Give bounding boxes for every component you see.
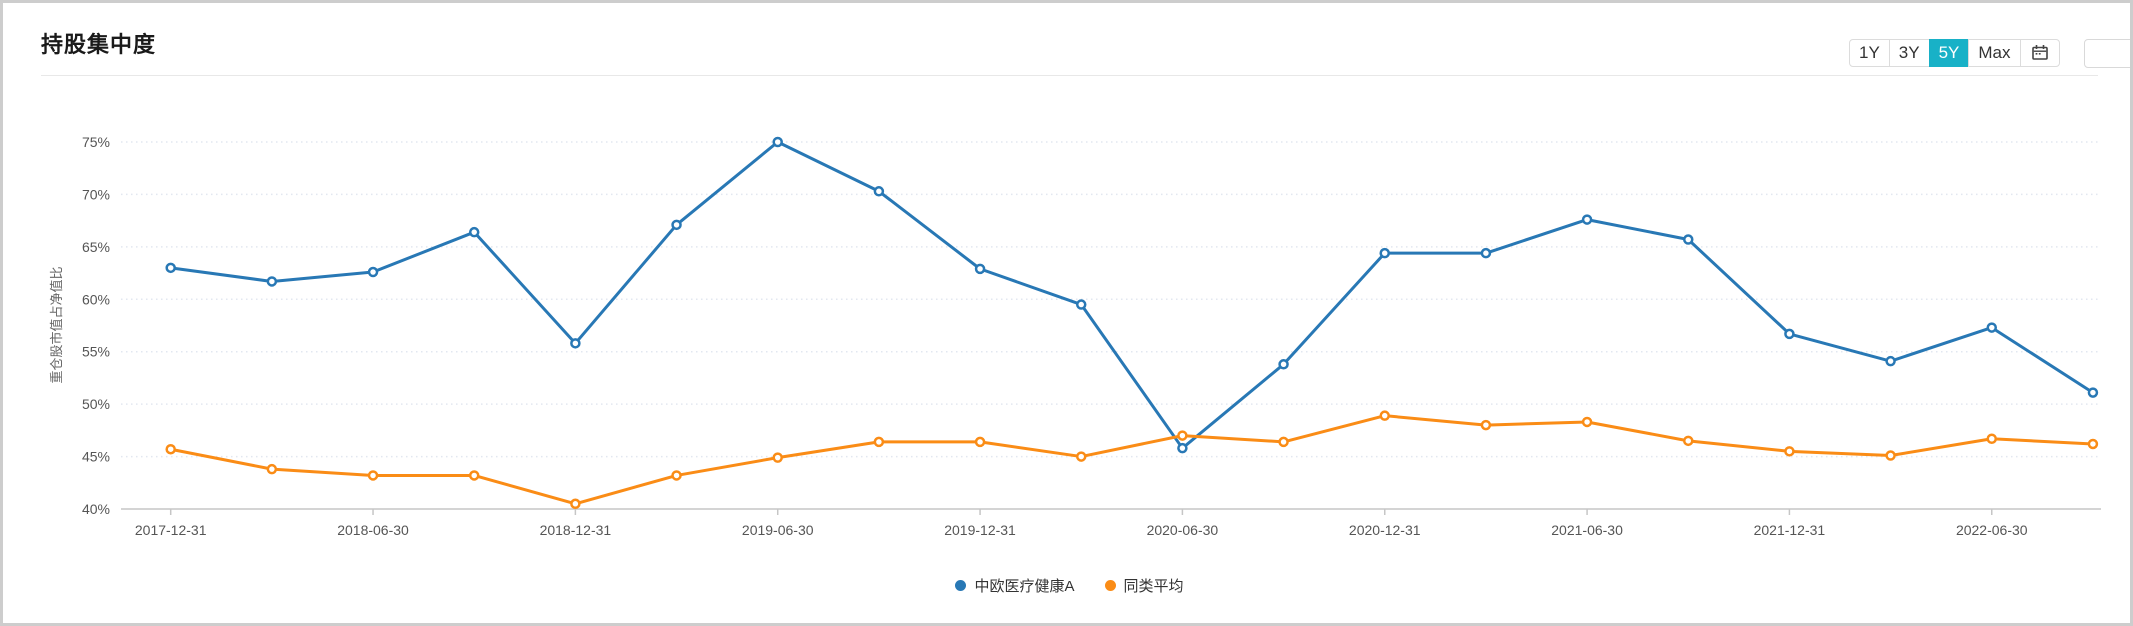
legend-dot-icon xyxy=(955,580,967,591)
y-tick-label-55: 55% xyxy=(82,344,110,360)
data-point-0-2021-06-30[interactable] xyxy=(1581,214,1593,225)
calendar-range-button[interactable] xyxy=(2019,39,2060,67)
data-point-1-2020-12-31[interactable] xyxy=(1379,410,1390,421)
x-tick-label-2018-12-31: 2018-12-31 xyxy=(540,522,612,538)
data-point-1-2019-06-30[interactable] xyxy=(772,452,783,463)
data-point-0-2019-12-31[interactable] xyxy=(974,263,986,275)
time-range-button-group: 1Y 3Y 5Y Max xyxy=(1849,39,2060,67)
data-point-1-2018-06-30[interactable] xyxy=(367,470,379,481)
y-tick-label-45: 45% xyxy=(82,449,110,465)
data-point-0-2020-03-31[interactable] xyxy=(1075,299,1087,310)
data-point-1-2020-06-30[interactable] xyxy=(1177,430,1188,441)
legend-item-0[interactable]: 中欧医疗健康A xyxy=(955,575,1075,596)
data-point-1-2019-09-30[interactable] xyxy=(873,436,885,448)
data-point-1-2019-03-31[interactable] xyxy=(671,470,682,481)
data-point-1-2020-03-31[interactable] xyxy=(1075,451,1087,462)
legend-label: 中欧医疗健康A xyxy=(974,578,1075,595)
x-tick-label-2018-06-30: 2018-06-30 xyxy=(337,522,409,538)
chart-legend: 中欧医疗健康A 同类平均 xyxy=(3,575,2130,596)
data-point-0-2021-12-31[interactable] xyxy=(1784,328,1795,340)
range-button-1y[interactable]: 1Y xyxy=(1849,39,1890,67)
x-tick-label-2022-06-30: 2022-06-30 xyxy=(1956,522,2028,538)
clipped-control-box[interactable] xyxy=(2084,39,2130,68)
range-button-5y[interactable]: 5Y xyxy=(1928,39,1970,67)
data-point-0-2020-12-31[interactable] xyxy=(1379,247,1390,259)
data-point-1-2021-06-30[interactable] xyxy=(1581,416,1593,428)
data-point-1-2022-06-30[interactable] xyxy=(1986,433,1998,444)
y-tick-label-40: 40% xyxy=(82,501,110,517)
y-tick-label-75: 75% xyxy=(82,134,110,150)
page-title: 持股集中度 xyxy=(41,32,157,57)
x-tick-label-2021-06-30: 2021-06-30 xyxy=(1551,522,1623,538)
data-point-0-2018-03-31[interactable] xyxy=(266,276,278,287)
series-line-0 xyxy=(165,136,2099,454)
data-point-1-2021-09-30[interactable] xyxy=(1683,435,1694,447)
y-tick-label-65: 65% xyxy=(82,239,110,255)
data-point-0-2018-06-30[interactable] xyxy=(367,266,379,278)
legend-dot-icon xyxy=(1104,580,1116,591)
calendar-icon xyxy=(2031,45,2048,60)
holdings-concentration-line-chart: 40% 45% 50% 55% 60% 65% 70% 75% 重仓股市值占净值比 2017-12… xyxy=(49,134,2101,538)
series-path-1 xyxy=(169,414,2095,506)
data-point-0-2019-09-30[interactable] xyxy=(873,186,885,197)
header-divider xyxy=(41,75,2098,76)
x-tick-label-2019-06-30: 2019-06-30 xyxy=(742,522,814,538)
data-point-0-2018-12-31[interactable] xyxy=(570,338,581,349)
data-point-1-2022-09-30[interactable] xyxy=(2087,438,2099,450)
data-point-1-2018-09-30[interactable] xyxy=(468,470,480,481)
data-point-0-2019-03-31[interactable] xyxy=(671,219,682,231)
data-point-0-2020-09-30[interactable] xyxy=(1278,359,1289,370)
data-point-1-2019-12-31[interactable] xyxy=(974,436,986,448)
legend-label: 同类平均 xyxy=(1123,578,1184,595)
data-point-0-2021-09-30[interactable] xyxy=(1683,234,1694,245)
data-point-0-2022-09-30[interactable] xyxy=(2087,387,2099,398)
data-point-0-2021-03-31[interactable] xyxy=(1480,247,1492,259)
data-point-1-2017-12-31[interactable] xyxy=(165,443,176,455)
data-point-1-2020-09-30[interactable] xyxy=(1278,436,1289,448)
x-tick-label-2019-12-31: 2019-12-31 xyxy=(944,522,1016,538)
data-point-0-2022-03-31[interactable] xyxy=(1885,355,1896,367)
x-tick-label-2021-12-31: 2021-12-31 xyxy=(1754,522,1826,538)
series-path-0 xyxy=(169,140,2095,450)
range-button-max[interactable]: Max xyxy=(1968,39,2021,67)
data-point-0-2020-06-30[interactable] xyxy=(1177,442,1188,454)
data-point-1-2018-12-31[interactable] xyxy=(570,498,581,510)
data-point-0-2018-09-30[interactable] xyxy=(468,226,480,238)
x-tick-label-2020-12-31: 2020-12-31 xyxy=(1349,522,1421,538)
data-point-1-2021-12-31[interactable] xyxy=(1784,446,1795,457)
y-tick-label-70: 70% xyxy=(82,186,110,202)
data-point-0-2019-06-30[interactable] xyxy=(772,136,783,148)
y-axis-title: 重仓股市值占净值比 xyxy=(49,266,64,383)
y-tick-label-50: 50% xyxy=(82,396,110,412)
data-point-1-2021-03-31[interactable] xyxy=(1480,419,1492,431)
x-tick-label-2017-12-31: 2017-12-31 xyxy=(135,522,207,538)
series-line-1 xyxy=(165,410,2099,510)
data-point-1-2018-03-31[interactable] xyxy=(266,463,278,475)
data-point-0-2017-12-31[interactable] xyxy=(165,262,176,274)
y-tick-label-60: 60% xyxy=(82,291,110,307)
data-point-0-2022-06-30[interactable] xyxy=(1986,322,1998,333)
x-tick-label-2020-06-30: 2020-06-30 xyxy=(1147,522,1219,538)
legend-item-1[interactable]: 同类平均 xyxy=(1104,575,1184,596)
data-point-1-2022-03-31[interactable] xyxy=(1885,450,1896,461)
